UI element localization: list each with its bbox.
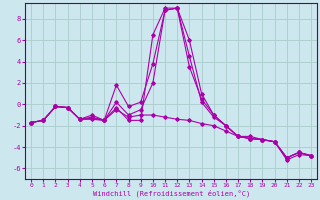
X-axis label: Windchill (Refroidissement éolien,°C): Windchill (Refroidissement éolien,°C) [92, 190, 250, 197]
